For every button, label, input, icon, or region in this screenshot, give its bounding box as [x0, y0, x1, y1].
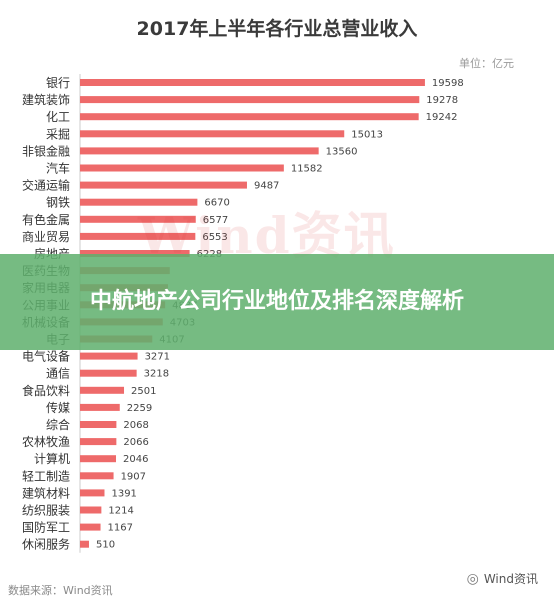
- overlay-banner: 中航地产公司行业地位及排名深度解析: [0, 254, 554, 350]
- bar: [80, 489, 105, 497]
- overlay-headline: 中航地产公司行业地位及排名深度解析: [89, 289, 464, 314]
- data-label: 19242: [426, 112, 458, 123]
- bar: [80, 164, 284, 172]
- data-label: 3271: [145, 352, 170, 363]
- bar: [80, 369, 137, 377]
- category-tick-label: 非银金融: [22, 143, 70, 158]
- chart-title: 2017年上半年各行业总营业收入: [136, 18, 418, 40]
- bar: [80, 79, 425, 86]
- bar: [80, 232, 196, 240]
- category-tick-label: 休闲服务: [22, 537, 70, 552]
- wechat-icon: ◎: [466, 570, 479, 587]
- bar: [80, 506, 102, 514]
- category-tick-label: 农林牧渔: [22, 435, 70, 449]
- category-tick-label: 商业贸易: [22, 229, 70, 244]
- data-label: 1907: [121, 471, 146, 482]
- data-label: 1167: [108, 523, 133, 534]
- category-tick-label: 综合: [46, 417, 70, 432]
- data-label: 510: [96, 540, 115, 551]
- data-label: 1214: [108, 506, 133, 517]
- data-label: 6670: [204, 198, 229, 209]
- data-label: 2046: [123, 454, 148, 465]
- category-tick-label: 汽车: [46, 161, 70, 176]
- data-label: 9487: [254, 181, 279, 192]
- bar: [80, 421, 117, 428]
- data-label: 13560: [326, 146, 358, 157]
- data-label: 6577: [203, 215, 228, 226]
- category-tick-label: 交通运输: [22, 178, 70, 193]
- category-tick-label: 食品饮料: [22, 383, 70, 398]
- category-tick-label: 建筑装饰: [22, 92, 70, 107]
- data-label: 2501: [131, 386, 156, 397]
- bar: [80, 130, 345, 138]
- data-label: 1391: [111, 488, 136, 499]
- data-label: 15013: [351, 129, 383, 140]
- category-tick-label: 钢铁: [46, 196, 70, 210]
- category-tick-label: 有色金属: [22, 212, 70, 227]
- source-label: 数据来源：Wind资讯: [8, 584, 113, 597]
- unit-label: 单位：亿元: [459, 57, 514, 70]
- data-label: 19278: [426, 95, 458, 106]
- bar: [80, 403, 120, 411]
- data-label: 2068: [123, 420, 148, 431]
- category-tick-label: 国防军工: [22, 520, 70, 535]
- category-tick-label: 传媒: [46, 400, 70, 415]
- category-tick-label: 建筑材料: [22, 485, 70, 500]
- bar: [80, 386, 125, 394]
- brand-label: Wind资讯: [483, 572, 538, 586]
- bar: [80, 147, 319, 155]
- bar: [80, 113, 419, 121]
- bar: [80, 352, 138, 360]
- bar: [80, 181, 247, 189]
- category-tick-label: 计算机: [34, 451, 70, 466]
- category-tick-label: 电气设备: [22, 349, 70, 364]
- bar: [80, 540, 89, 548]
- data-label: 6553: [202, 232, 227, 243]
- bar: [80, 215, 196, 223]
- category-tick-label: 采掘: [46, 126, 70, 141]
- data-label: 11582: [291, 164, 323, 175]
- category-tick-label: 纺织服装: [22, 504, 70, 518]
- brand: ◎ Wind资讯: [467, 570, 538, 587]
- bar: [80, 472, 114, 480]
- bar: [80, 198, 198, 206]
- bar: [80, 523, 101, 531]
- category-tick-label: 化工: [46, 110, 70, 124]
- data-label: 2259: [127, 403, 152, 414]
- bar: [80, 96, 420, 104]
- bar: [80, 455, 117, 463]
- bar: [80, 250, 190, 257]
- category-tick-label: 银行: [46, 76, 70, 90]
- data-label: 19598: [432, 78, 464, 89]
- data-label: 3218: [144, 369, 169, 380]
- bar: [80, 438, 117, 446]
- category-tick-label: 轻工制造: [22, 469, 70, 483]
- category-tick-label: 通信: [46, 367, 70, 381]
- data-label: 2066: [123, 437, 148, 448]
